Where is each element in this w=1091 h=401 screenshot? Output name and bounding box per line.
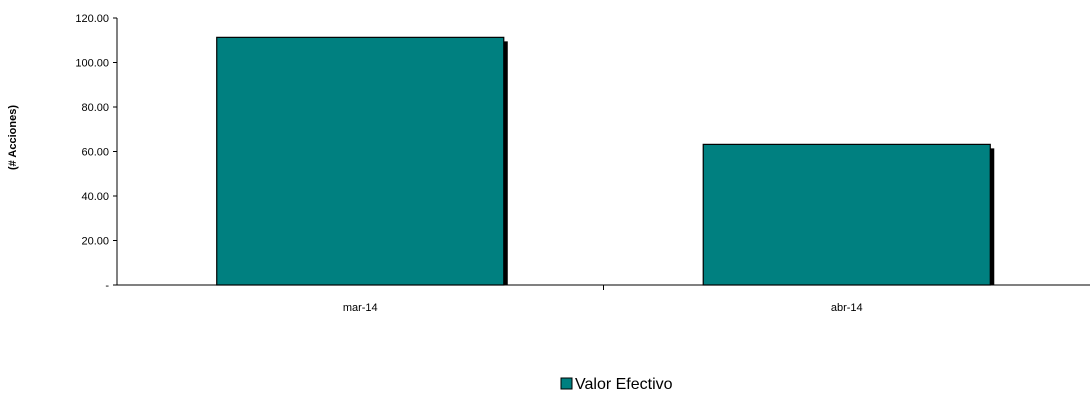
y-tick-label: 100.00 xyxy=(75,58,109,70)
x-axis: mar-14 abr-14 xyxy=(117,284,1090,314)
x-tick-label: mar-14 xyxy=(343,302,378,314)
y-axis-title: (# Acciones) xyxy=(7,105,19,170)
y-axis: - 20.00 40.00 60.00 80.00 100.00 120.00 xyxy=(75,13,118,292)
bars xyxy=(216,36,995,286)
y-tick-label: 120.00 xyxy=(75,13,109,25)
y-tick-label: 60.00 xyxy=(81,147,109,159)
legend-label: Valor Efectivo xyxy=(575,376,673,393)
bar xyxy=(702,143,991,286)
y-tick-label: 20.00 xyxy=(81,236,109,248)
y-tick-label: 80.00 xyxy=(81,102,109,114)
x-tick-label: abr-14 xyxy=(831,302,863,314)
bar xyxy=(216,36,505,286)
legend-swatch xyxy=(560,377,573,390)
legend: Valor Efectivo xyxy=(560,376,673,393)
y-tick-label: 40.00 xyxy=(81,191,109,203)
y-tick-label: - xyxy=(105,280,109,292)
